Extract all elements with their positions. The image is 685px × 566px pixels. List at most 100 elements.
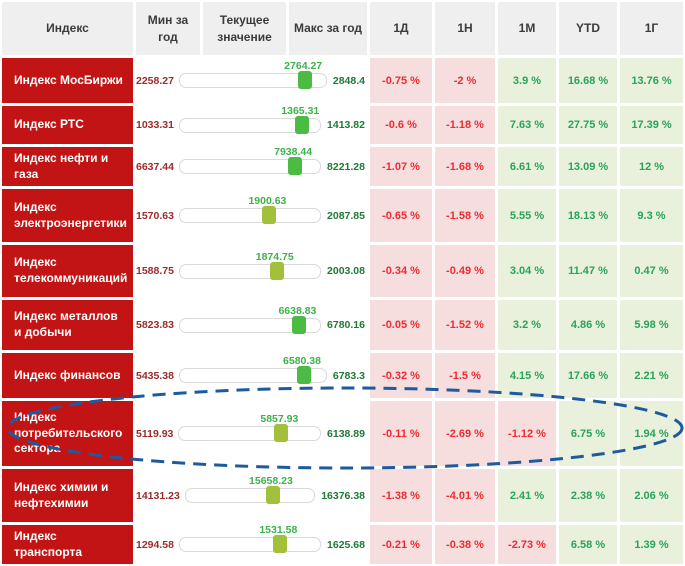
change-1y-cell: 9.3 % (620, 189, 683, 242)
min-value-label: 5435.38 (136, 369, 174, 382)
change-1y-cell: 0.47 % (620, 245, 683, 297)
max-value-label: 6780.16 (327, 319, 365, 331)
year-range-gauge-cell: 6637.44 7938.44 8221.28 (136, 146, 367, 186)
max-value-label: 2848.4 (332, 74, 365, 87)
index-name-cell: Индекс РТС (2, 106, 133, 144)
max-value-label: 8221.28 (327, 160, 365, 173)
change-ytd-cell: 17.66 % (559, 353, 617, 398)
max-value-label: 16376.38 (321, 489, 365, 502)
change-1y-cell: 13.76 % (620, 58, 683, 103)
index-name-label: Индекс РТС (14, 117, 84, 132)
index-name-label: Индекс химии и нефтехимии (14, 479, 109, 510)
change-ytd-cell: 6.75 % (559, 401, 617, 466)
change-ytd-cell: 27.75 % (559, 106, 617, 144)
change-1w-cell: -1.5 % (435, 353, 495, 398)
current-value-label: 6638.83 (278, 304, 317, 317)
change-ytd-cell: 4.86 % (559, 300, 617, 350)
change-1w-cell: -1.18 % (435, 106, 495, 144)
slider-thumb-icon (273, 535, 288, 553)
index-name-label: Индекс телекоммуникаций (14, 255, 128, 285)
max-value-label: 2003.08 (327, 265, 365, 277)
min-value-label: 6637.44 (136, 160, 174, 173)
index-name-cell: Индекс МосБиржи (2, 58, 133, 103)
current-value-label: 2764.27 (284, 60, 323, 72)
change-1m-cell: 3.9 % (498, 58, 556, 103)
change-1m-cell: -2.73 % (498, 525, 556, 564)
current-value-label: 6580.38 (283, 355, 321, 367)
slider-track: 1531.58 (178, 524, 322, 553)
index-name-label: Индекс потребительского сектора (14, 410, 123, 456)
column-header-min: Мин за год (136, 2, 200, 55)
change-1d-cell: -0.32 % (370, 353, 432, 398)
change-1w-cell: -4.01 % (435, 469, 495, 522)
slider-thumb-icon (262, 206, 277, 224)
index-name-label: Индекс транспорта (14, 528, 83, 559)
current-value-label: 1365.31 (281, 104, 320, 117)
index-name-label: Индекс электроэнергетики (14, 199, 127, 230)
year-range-gauge-cell: 1294.58 1531.58 1625.68 (136, 524, 367, 564)
change-1y-cell: 17.39 % (620, 106, 683, 144)
change-1d-cell: -1.38 % (370, 469, 432, 522)
max-value-label: 6138.89 (327, 427, 365, 440)
change-1w-cell: -2.69 % (435, 401, 495, 466)
slider-thumb-icon (292, 315, 307, 334)
index-name-label: Индекс финансов (14, 367, 121, 382)
current-value-label: 1900.63 (248, 195, 287, 207)
change-1d-cell: -0.21 % (370, 525, 432, 564)
index-name-label: Индекс металлов и добычи (14, 309, 118, 339)
min-value-label: 5119.93 (136, 427, 174, 440)
change-1d-cell: -0.6 % (370, 106, 432, 144)
index-name-cell: Индекс металлов и добычи (2, 300, 133, 350)
year-range-gauge-cell: 5119.93 5857.93 6138.89 (136, 401, 367, 466)
current-value-label: 15658.23 (249, 475, 293, 487)
index-name-label: Индекс МосБиржи (14, 72, 123, 87)
slider-track: 5857.93 (178, 413, 322, 442)
change-1w-cell: -0.38 % (435, 525, 495, 564)
change-1m-cell: 4.15 % (498, 353, 556, 398)
min-value-label: 1588.75 (136, 265, 174, 277)
index-name-cell: Индекс транспорта (2, 525, 133, 564)
min-value-label: 5823.83 (136, 319, 174, 331)
year-range-gauge-cell: 14131.23 15658.23 16376.38 (136, 469, 367, 522)
change-1m-cell: 3.04 % (498, 245, 556, 297)
change-1y-cell: 2.21 % (620, 353, 683, 398)
slider-thumb-icon (295, 115, 310, 134)
index-name-cell: Индекс химии и нефтехимии (2, 469, 133, 522)
index-name-label: Индекс нефти и газа (14, 150, 109, 181)
change-ytd-cell: 2.38 % (559, 469, 617, 522)
min-value-label: 2258.27 (136, 74, 174, 87)
change-1m-cell: 3.2 % (498, 300, 556, 350)
year-range-gauge-cell: 1033.31 1365.31 1413.82 (136, 104, 367, 144)
year-range-gauge-cell: 1588.75 1874.75 2003.08 (136, 245, 367, 297)
index-name-cell: Индекс телекоммуникаций (2, 245, 133, 297)
column-header-index: Индекс (2, 2, 133, 55)
slider-track: 7938.44 (178, 146, 322, 175)
change-ytd-cell: 18.13 % (559, 189, 617, 242)
change-1y-cell: 2.06 % (620, 469, 683, 522)
index-name-cell: Индекс потребительского сектора (2, 401, 133, 466)
slider-track: 6580.38 (178, 355, 327, 384)
slider-track: 2764.27 (178, 60, 327, 89)
year-range-gauge-cell: 5435.38 6580.38 6783.3 (136, 353, 367, 398)
change-1d-cell: -0.34 % (370, 245, 432, 297)
change-1m-cell: -1.12 % (498, 401, 556, 466)
slider-thumb-icon (266, 486, 281, 504)
index-name-cell: Индекс финансов (2, 353, 133, 398)
change-ytd-cell: 6.58 % (559, 525, 617, 564)
column-header-1w: 1Н (435, 2, 495, 55)
change-1m-cell: 7.63 % (498, 106, 556, 144)
change-1w-cell: -1.68 % (435, 147, 495, 186)
max-value-label: 2087.85 (327, 209, 365, 222)
min-value-label: 14131.23 (136, 489, 180, 502)
change-1d-cell: -0.05 % (370, 300, 432, 350)
slider-thumb-icon (288, 157, 303, 175)
slider-track: 1900.63 (178, 195, 322, 224)
min-value-label: 1294.58 (136, 538, 174, 551)
column-header-current: Текущее значение (203, 2, 286, 55)
column-header-1y: 1Г (620, 2, 683, 55)
column-header-1m: 1М (498, 2, 556, 55)
column-header-1d: 1Д (370, 2, 432, 55)
change-1d-cell: -0.65 % (370, 189, 432, 242)
